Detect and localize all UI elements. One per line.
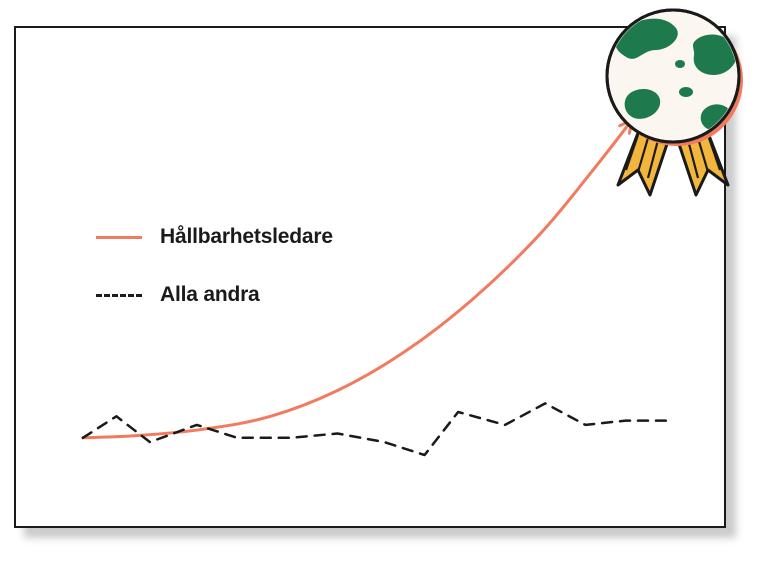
award-badge-icon — [588, 0, 758, 210]
legend-swatch-others — [96, 294, 142, 297]
legend-label-leaders: Hållbarhetsledare — [160, 225, 333, 249]
legend-label-others: Alla andra — [160, 283, 260, 307]
legend-item-leaders: Hållbarhetsledare — [96, 223, 333, 251]
legend-item-others: Alla andra — [96, 281, 333, 309]
chart-legend: Hållbarhetsledare Alla andra — [96, 223, 333, 339]
chart-card-stage: Hållbarhetsledare Alla andra — [0, 0, 768, 567]
legend-swatch-leaders — [96, 236, 142, 239]
